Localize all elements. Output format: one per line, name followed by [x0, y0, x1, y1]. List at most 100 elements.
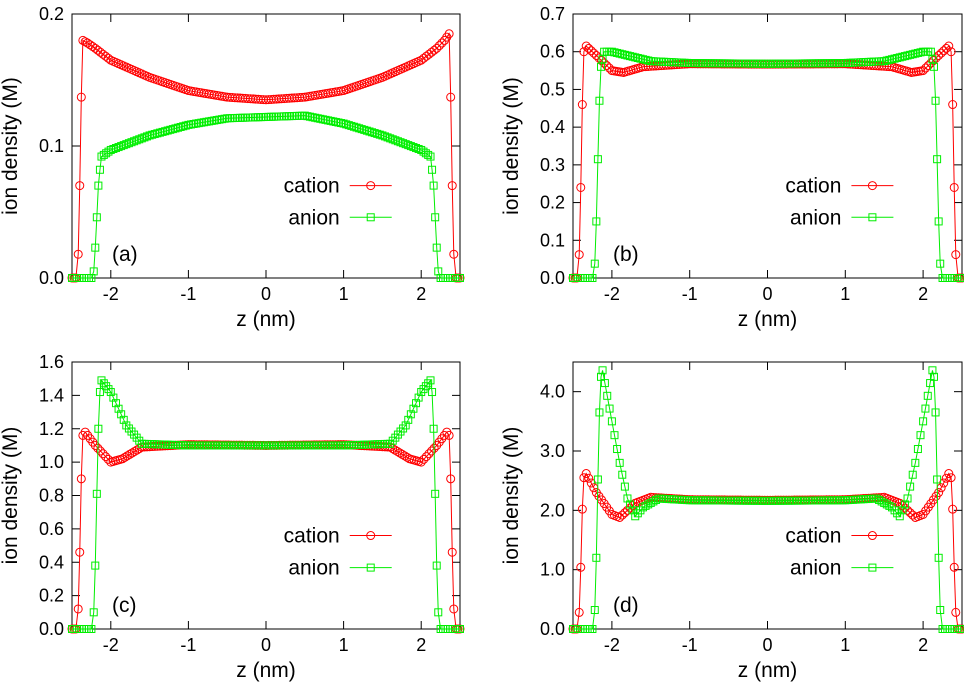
data-point-cation — [602, 61, 612, 71]
data-point-anion — [603, 391, 612, 400]
x-tick-label: 2 — [416, 284, 426, 304]
y-tick-label: 0.1 — [39, 136, 64, 156]
y-tick-label: 4.0 — [540, 382, 565, 402]
data-point-anion — [646, 498, 655, 507]
data-point-anion — [633, 54, 642, 62]
series-anion — [68, 376, 464, 633]
data-point-anion — [882, 500, 891, 509]
data-point-anion — [913, 445, 922, 454]
data-point-anion — [931, 408, 940, 417]
legend-marker-anion — [868, 563, 877, 572]
data-point-anion — [91, 243, 100, 252]
data-point-anion — [137, 134, 146, 143]
data-point-anion — [163, 126, 172, 135]
data-point-anion — [95, 388, 104, 397]
x-axis-label: z (nm) — [738, 659, 798, 682]
y-tick-label: 1.0 — [540, 560, 565, 580]
legend-marker-cation — [867, 181, 877, 191]
data-point-cation — [576, 182, 586, 192]
data-point-anion — [431, 213, 440, 222]
data-point-anion — [388, 135, 397, 144]
data-point-anion — [119, 415, 128, 424]
data-point-anion — [636, 506, 645, 515]
series-line-anion — [573, 51, 962, 279]
data-point-cation — [125, 449, 135, 459]
data-point-anion — [432, 243, 441, 252]
data-point-anion — [179, 122, 188, 131]
x-tick-label: -1 — [180, 284, 196, 304]
data-point-anion — [898, 506, 907, 515]
data-point-anion — [375, 130, 384, 139]
series-anion — [68, 111, 464, 282]
y-tick-label: 0.4 — [39, 552, 64, 572]
data-point-anion — [342, 120, 351, 129]
data-point-anion — [644, 500, 653, 509]
data-point-anion — [613, 48, 622, 57]
data-point-anion — [898, 52, 907, 61]
data-point-anion — [370, 129, 379, 138]
data-point-anion — [168, 125, 177, 134]
data-point-anion — [651, 495, 660, 504]
y-tick-label: 0.0 — [39, 268, 64, 288]
data-point-anion — [428, 388, 437, 397]
data-point-anion — [97, 376, 106, 385]
data-point-anion — [636, 54, 645, 63]
data-point-anion — [620, 482, 629, 491]
data-point-cation — [429, 45, 439, 55]
data-point-anion — [401, 421, 410, 430]
data-point-anion — [393, 137, 402, 146]
data-point-cation — [101, 452, 111, 462]
data-point-anion — [916, 431, 925, 440]
data-point-cation — [948, 100, 958, 110]
data-point-anion — [933, 155, 942, 164]
y-axis-label: ion density (M) — [0, 77, 22, 215]
data-point-cation — [589, 48, 599, 58]
data-point-cation — [577, 100, 587, 110]
data-point-cation — [921, 63, 931, 73]
data-point-anion — [383, 133, 392, 142]
data-point-anion — [931, 96, 940, 105]
legend-marker-cation — [366, 531, 376, 541]
data-point-cation — [421, 452, 431, 462]
data-point-anion — [132, 136, 141, 145]
data-point-anion — [913, 48, 922, 57]
data-point-anion — [434, 608, 443, 617]
data-point-anion — [893, 54, 902, 62]
data-point-anion — [391, 136, 400, 145]
series-line-cation — [573, 472, 962, 630]
data-point-anion — [378, 131, 387, 140]
data-point-anion — [111, 144, 120, 153]
data-point-anion — [109, 393, 118, 402]
data-point-cation — [444, 29, 454, 39]
data-point-anion — [600, 379, 609, 388]
data-point-anion — [875, 495, 884, 504]
data-point-anion — [431, 489, 440, 498]
data-point-cation — [951, 250, 961, 260]
legend-label-anion: anion — [790, 557, 841, 580]
chart-panel-a: -2 -1 0 1 2 0.0 0.1 0.2 z (nm) ion density (M) cat… — [0, 4, 465, 331]
data-point-anion — [872, 494, 881, 503]
series-line-cation — [72, 32, 460, 279]
data-point-anion — [308, 113, 317, 122]
data-point-cation — [584, 43, 594, 53]
data-point-anion — [316, 114, 325, 123]
data-point-anion — [900, 52, 909, 61]
panel-label: (d) — [613, 594, 639, 617]
data-point-anion — [404, 415, 413, 424]
data-point-anion — [590, 259, 599, 268]
data-point-anion — [406, 142, 415, 151]
data-point-cation — [622, 505, 632, 515]
data-point-cation — [951, 607, 961, 617]
panel-label: (a) — [112, 243, 138, 266]
plot-frame — [71, 361, 461, 630]
y-tick-label: 0.0 — [540, 619, 565, 639]
data-point-cation — [392, 446, 402, 456]
data-point-anion — [456, 625, 464, 633]
data-point-anion — [610, 48, 619, 57]
data-point-anion — [598, 366, 607, 375]
data-point-cation — [78, 35, 88, 45]
data-point-anion — [99, 379, 108, 388]
data-point-anion — [631, 53, 640, 62]
data-point-cation — [437, 38, 447, 48]
